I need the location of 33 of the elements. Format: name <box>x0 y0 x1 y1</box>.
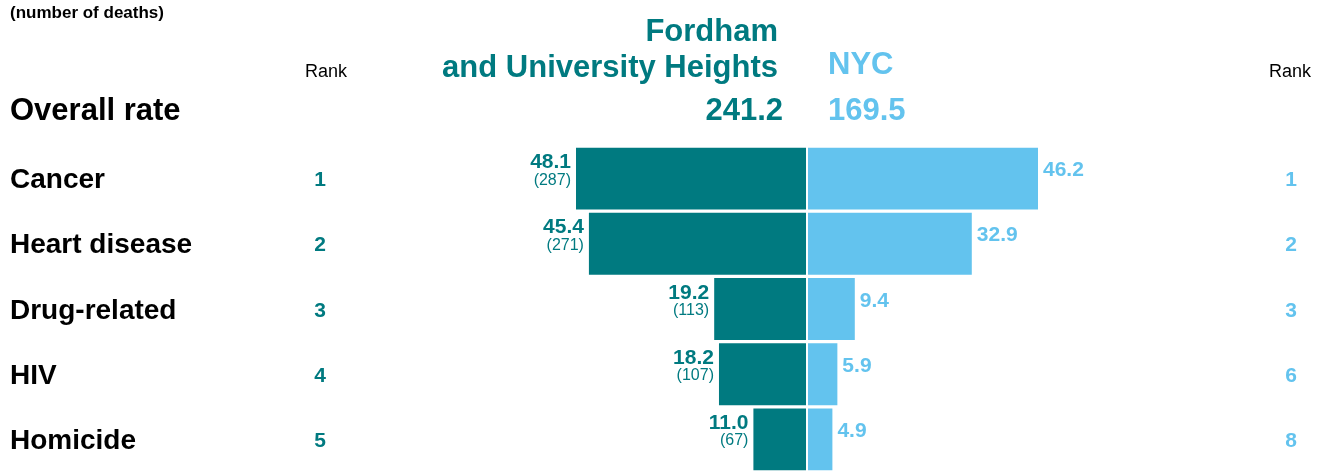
y-tick-label: Heart disease <box>10 228 193 260</box>
y-tick-label: Homicide <box>10 423 137 455</box>
text: 2 <box>314 232 326 256</box>
y-tick-label: Drug-related <box>10 293 177 325</box>
data-label: 9.4 <box>859 287 890 311</box>
text: 2 <box>1285 232 1297 256</box>
data-label: 11.0 (67) <box>708 409 749 449</box>
text: (number of deaths) <box>10 3 164 22</box>
text: 5 <box>314 427 327 451</box>
text: 4 <box>314 362 327 386</box>
text: Rank <box>1268 61 1312 81</box>
y-tick-label: HIV <box>10 358 57 390</box>
text: 6 <box>1285 362 1297 386</box>
text: Fordham and University Heights <box>442 12 778 84</box>
text: 241.2 <box>705 92 783 127</box>
y-tick-label: Cancer <box>10 163 106 195</box>
text: 1 <box>314 167 327 191</box>
data-label: 45.4 (271) <box>543 214 585 253</box>
data-label: 32.9 <box>976 222 1018 246</box>
text: 1 <box>1285 167 1298 191</box>
text: Overall rate <box>10 92 181 127</box>
text: 8 <box>1285 427 1298 451</box>
data-label: 48.1 (287) <box>530 149 572 188</box>
text: NYC <box>828 46 894 81</box>
data-label: 5.9 <box>842 352 872 376</box>
text: 169.5 <box>828 92 906 127</box>
data-label: 18.2 (107) <box>673 344 714 384</box>
text: 3 <box>1285 297 1297 321</box>
text: Rank <box>304 61 348 81</box>
data-label: 4.9 <box>837 417 867 441</box>
data-label: 46.2 <box>1043 157 1084 181</box>
text: 3 <box>314 297 326 321</box>
data-label: 19.2 (113) <box>668 279 710 318</box>
